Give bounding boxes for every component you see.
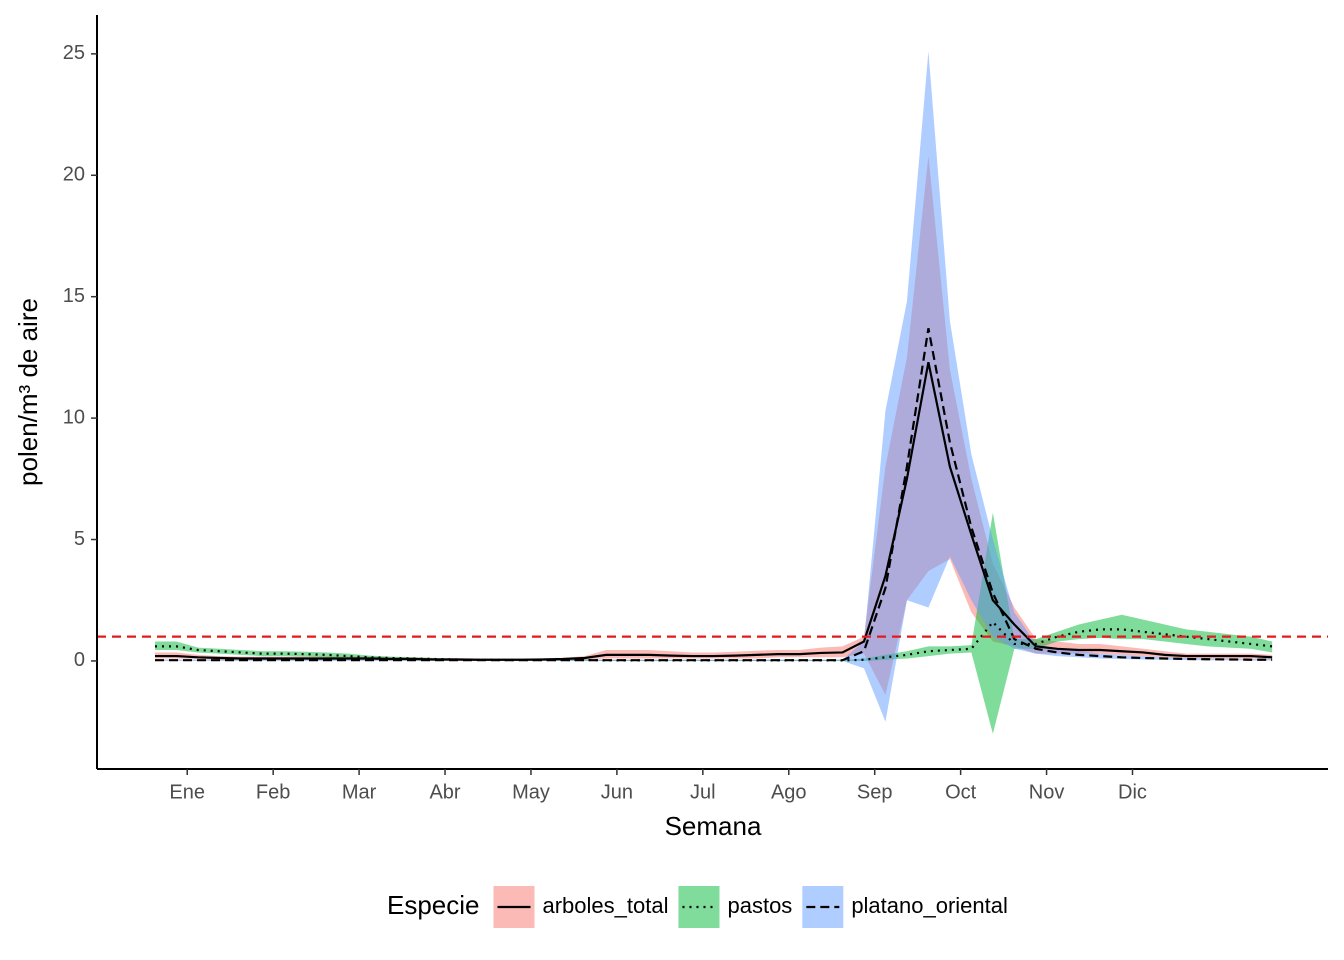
y-tick-label: 15 <box>63 285 85 307</box>
series-line <box>155 328 1273 662</box>
ribbon <box>155 512 1273 734</box>
x-tick-label: Jun <box>601 781 633 803</box>
x-tick-label: May <box>512 781 550 803</box>
y-tick-label: 10 <box>63 406 85 428</box>
legend-title: Especie <box>387 890 480 920</box>
ribbon <box>155 155 1273 695</box>
ribbon <box>155 51 1273 722</box>
y-tick-label: 5 <box>74 528 85 550</box>
y-axis-label: polen/m³ de aire <box>13 298 43 486</box>
x-tick-label: Ago <box>771 781 807 803</box>
series-line <box>155 362 1273 661</box>
x-tick-label: Jul <box>690 781 716 803</box>
x-tick-label: Abr <box>429 781 460 803</box>
legend-label: platano_oriental <box>851 893 1008 918</box>
y-tick-label: 25 <box>63 42 85 64</box>
x-tick-label: Oct <box>945 781 977 803</box>
x-tick-label: Sep <box>857 781 893 803</box>
x-tick-label: Feb <box>256 781 290 803</box>
legend: Especie arboles_total pastos platano_orient… <box>387 886 1008 928</box>
legend-label: arboles_total <box>543 893 669 918</box>
y-tick-label: 0 <box>74 649 85 671</box>
legend-key <box>678 886 720 928</box>
x-axis-label: Semana <box>665 811 762 841</box>
x-tick-label: Nov <box>1029 781 1065 803</box>
plot-area <box>155 51 1273 734</box>
legend-label: pastos <box>727 893 792 918</box>
x-tick-label: Mar <box>342 781 377 803</box>
y-tick-label: 20 <box>63 164 85 186</box>
x-tick-label: Dic <box>1118 781 1147 803</box>
x-tick-label: Ene <box>169 781 205 803</box>
